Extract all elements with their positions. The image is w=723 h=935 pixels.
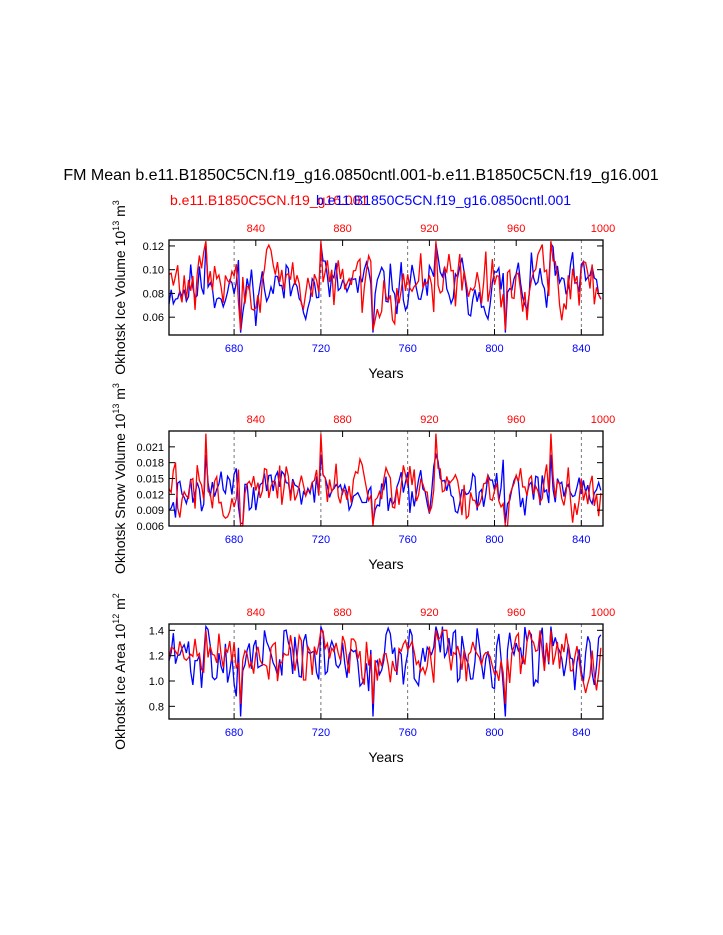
plot-frame	[168, 623, 604, 720]
x-tick-label-top: 920	[420, 223, 438, 235]
x-tick-label-top: 960	[507, 414, 525, 426]
x-tick-label-top: 960	[507, 223, 525, 235]
y-tick-label: 0.018	[136, 458, 164, 470]
y-tick-label: 1.0	[149, 676, 164, 688]
panel-3: 0.8 1.0 1.2 1.4 680 720 760 800 840 840 880 920 960 1…	[111, 593, 615, 765]
x-tick-label-top: 1000	[591, 414, 615, 426]
legend-model-b: b.e11.B1850C5CN.f19_g16.0850cntl.001	[316, 192, 571, 208]
x-tick-label-top: 840	[247, 223, 265, 235]
x-tick-label-top: 840	[247, 414, 265, 426]
x-tick-label-bottom: 720	[312, 727, 330, 739]
x-tick-label-bottom: 680	[225, 727, 243, 739]
series-line-model-a	[168, 241, 602, 331]
y-tick-label: 0.08	[143, 288, 164, 300]
y-axis-label: Okhotsk Ice Area 1012 m2	[111, 593, 128, 750]
y-axis-label: Okhotsk Ice Volume 1013 m3	[111, 200, 128, 375]
x-tick-label-top: 840	[247, 607, 265, 619]
legend-model-a: b.e11.B1850C5CN.f19_g16.001	[170, 192, 368, 208]
series-line-model-b	[168, 452, 602, 525]
x-axis-label: Years	[368, 556, 403, 572]
y-tick-label: 1.2	[149, 651, 164, 663]
panels: 0.06 0.08 0.10 0.12 680 720 760 800 840 840 880 920…	[111, 200, 615, 765]
x-tick-label-bottom: 840	[572, 727, 590, 739]
x-axis-label: Years	[368, 749, 403, 765]
x-tick-label-bottom: 800	[485, 727, 503, 739]
series-line-model-a	[168, 629, 602, 704]
panel-1: 0.06 0.08 0.10 0.12 680 720 760 800 840 840 880 920…	[111, 200, 615, 381]
x-tick-label-top: 880	[333, 414, 351, 426]
y-tick-label: 0.021	[136, 442, 164, 454]
x-tick-label-top: 1000	[591, 223, 615, 235]
x-tick-label-top: 1000	[591, 607, 615, 619]
panel-2: 0.006 0.009 0.012 0.015 0.018 0.021 680 720 760 8…	[111, 383, 615, 574]
y-tick-label: 0.015	[136, 474, 164, 486]
x-tick-label-bottom: 840	[572, 534, 590, 546]
x-axis-label: Years	[368, 365, 403, 381]
x-tick-label-bottom: 720	[312, 343, 330, 355]
x-tick-label-top: 880	[333, 223, 351, 235]
y-tick-label: 1.4	[149, 625, 164, 637]
x-tick-label-bottom: 760	[399, 343, 417, 355]
x-tick-label-bottom: 680	[225, 343, 243, 355]
y-tick-label: 0.012	[136, 489, 164, 501]
chart-title: FM Mean b.e11.B1850C5CN.f19_g16.0850cntl…	[63, 167, 658, 184]
x-tick-label-bottom: 680	[225, 534, 243, 546]
y-tick-label: 0.006	[136, 521, 164, 533]
y-tick-label: 0.10	[143, 265, 164, 277]
y-tick-label: 0.8	[149, 701, 164, 713]
x-tick-label-top: 920	[420, 607, 438, 619]
y-tick-label: 0.12	[143, 241, 164, 253]
x-tick-label-bottom: 720	[312, 534, 330, 546]
x-tick-label-bottom: 760	[399, 727, 417, 739]
x-tick-label-top: 880	[333, 607, 351, 619]
x-tick-label-top: 920	[420, 414, 438, 426]
y-tick-label: 0.06	[143, 312, 164, 324]
x-tick-label-bottom: 840	[572, 343, 590, 355]
x-tick-label-bottom: 760	[399, 534, 417, 546]
x-tick-label-top: 960	[507, 607, 525, 619]
x-tick-label-bottom: 800	[485, 343, 503, 355]
x-tick-label-bottom: 800	[485, 534, 503, 546]
y-axis-label: Okhotsk Snow Volume 1013 m3	[111, 383, 128, 574]
y-tick-label: 0.009	[136, 505, 164, 517]
plot-frame	[168, 239, 604, 336]
